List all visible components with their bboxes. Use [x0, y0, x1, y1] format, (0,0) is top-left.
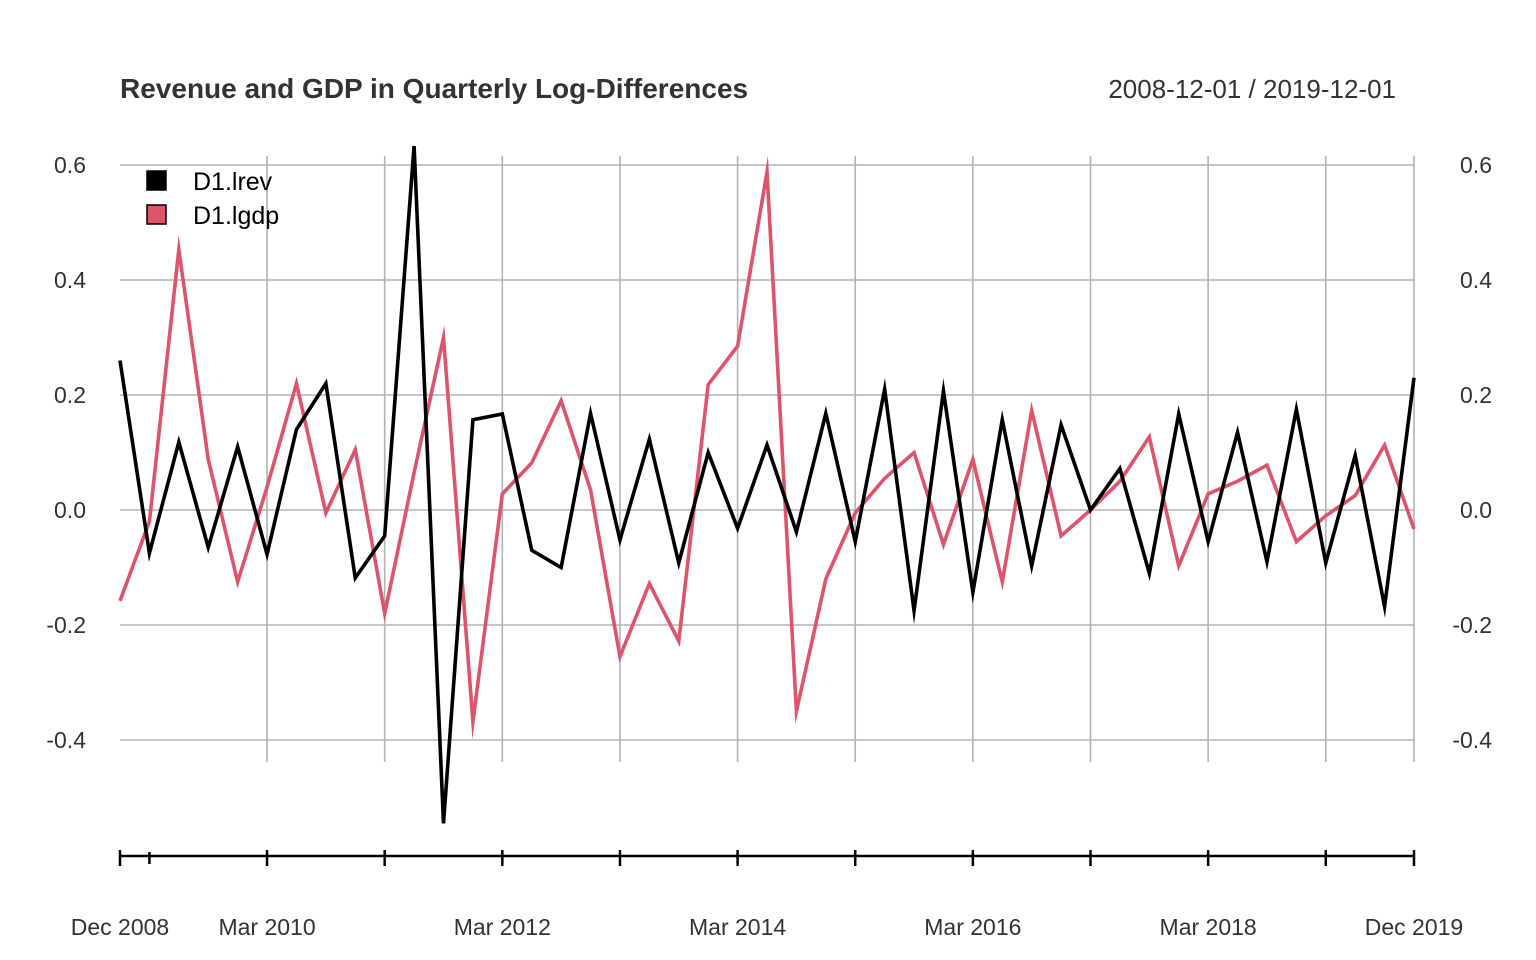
x-tick-label: Dec 2008 [71, 914, 169, 940]
legend: D1.lrev D1.lgdp [146, 168, 279, 230]
y-tick-label-left: 0.6 [54, 152, 86, 178]
y-tick-label-left: -0.2 [46, 612, 86, 638]
axes: -0.4 -0.4 -0.2 -0.2 0.0 0.0 0.2 0.2 0.4 0.4 0.6 0.6… [46, 152, 1492, 940]
y-tick-label-left: 0.4 [54, 267, 86, 293]
legend-label-lgdp: D1.lgdp [193, 202, 279, 230]
series-line-d1-lrev [118, 145, 1416, 824]
y-tick-label-right: -0.2 [1452, 612, 1492, 638]
y-tick-label-right: 0.0 [1460, 497, 1492, 523]
y-tick-label-left: 0.0 [54, 497, 86, 523]
x-tick-label: Mar 2014 [689, 914, 786, 940]
chart-date-range: 2008-12-01 / 2019-12-01 [1108, 74, 1396, 104]
y-tick-label-left: -0.4 [46, 727, 86, 753]
x-tick-label: Mar 2010 [218, 914, 315, 940]
x-tick-label: Mar 2012 [454, 914, 551, 940]
series-line-d1-lgdp [118, 155, 1416, 740]
series-lines [118, 145, 1416, 824]
x-tick-label: Dec 2019 [1365, 914, 1463, 940]
y-tick-label-left: 0.2 [54, 382, 86, 408]
y-tick-label-right: 0.6 [1460, 152, 1492, 178]
legend-swatch-lgdp [146, 204, 167, 225]
x-tick-label: Mar 2016 [924, 914, 1021, 940]
legend-swatch-lrev [146, 170, 167, 191]
x-tick-label: Mar 2018 [1160, 914, 1257, 940]
chart-title: Revenue and GDP in Quarterly Log-Differe… [120, 73, 748, 104]
y-tick-label-right: 0.2 [1460, 382, 1492, 408]
legend-label-lrev: D1.lrev [193, 168, 273, 196]
y-tick-label-right: 0.4 [1460, 267, 1492, 293]
y-tick-label-right: -0.4 [1452, 727, 1492, 753]
